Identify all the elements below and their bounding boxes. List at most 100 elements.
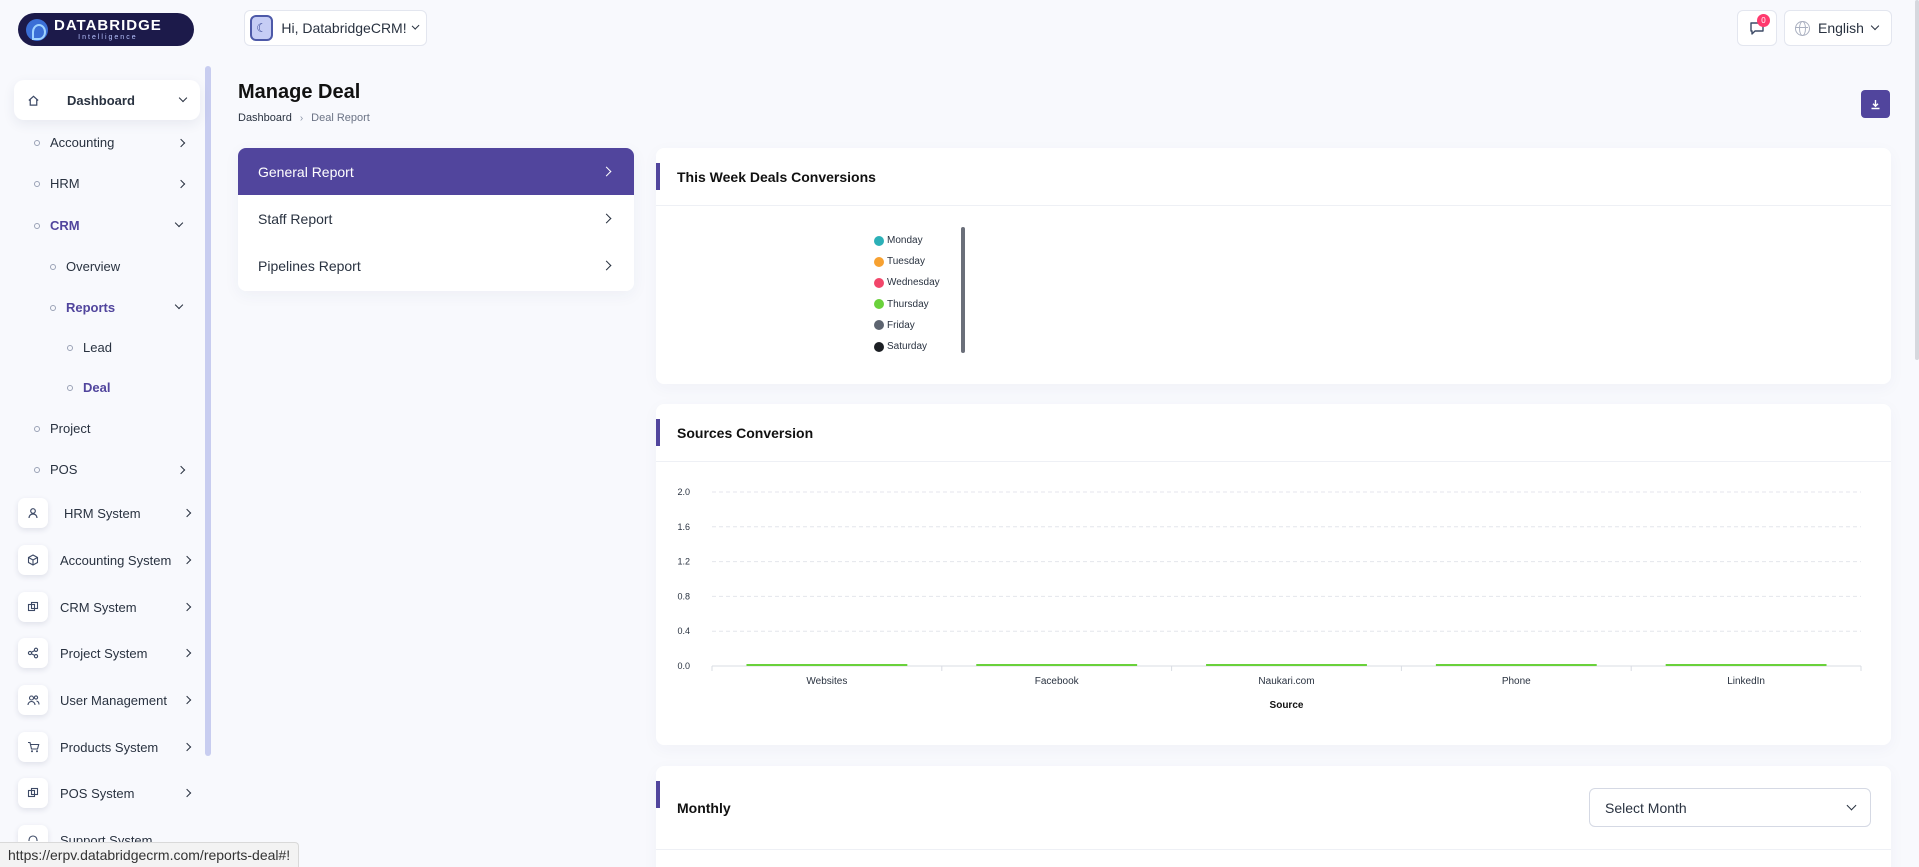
- user-menu-button[interactable]: ☾ Hi, DatabridgeCRM!: [244, 10, 427, 46]
- chevron-down-icon: [174, 300, 184, 310]
- sidebar-item-label: Accounting System: [60, 552, 172, 568]
- notification-badge: 0: [1757, 14, 1770, 27]
- card-title: This Week Deals Conversions: [656, 148, 1891, 206]
- monthly-card: Monthly Select Month: [656, 766, 1891, 867]
- sidebar-item-label: Reports: [66, 300, 116, 315]
- logo-title: DATABRIDGE: [54, 17, 162, 34]
- bullet-icon: [50, 304, 56, 311]
- sidebar-item-accounting-system[interactable]: Accounting System: [18, 545, 194, 575]
- download-button[interactable]: [1861, 90, 1890, 118]
- legend-item[interactable]: Saturday: [874, 336, 970, 354]
- box-icon: [18, 545, 48, 575]
- sidebar-item-deal[interactable]: Deal: [67, 380, 110, 395]
- y-tick-label: 1.6: [677, 522, 690, 532]
- chevron-right-icon: [182, 555, 192, 565]
- chevron-right-icon: [182, 742, 192, 752]
- users-icon: [18, 685, 48, 715]
- bullet-icon: [34, 139, 40, 146]
- layers-icon: [18, 778, 48, 808]
- x-tick-label: LinkedIn: [1727, 676, 1765, 687]
- y-tick-label: 0.0: [677, 661, 690, 671]
- sidebar-item-products-system[interactable]: Products System: [18, 732, 194, 762]
- chevron-right-icon: [176, 465, 186, 475]
- sidebar-item-overview[interactable]: Overview: [50, 259, 120, 274]
- y-tick-label: 2.0: [677, 487, 690, 497]
- sidebar-item-hrm[interactable]: HRM: [34, 176, 188, 191]
- legend-item[interactable]: Wednesday: [874, 272, 970, 293]
- chevron-down-icon: [411, 21, 420, 31]
- sidebar-item-project-system[interactable]: Project System: [18, 638, 194, 668]
- sidebar-item-accounting[interactable]: Accounting: [34, 135, 188, 150]
- bullet-icon: [34, 466, 40, 473]
- legend-label: Tuesday: [887, 256, 925, 268]
- chevron-right-icon: [176, 138, 186, 148]
- x-tick-label: Naukari.com: [1258, 676, 1314, 687]
- sidebar-item-user-management[interactable]: User Management: [18, 685, 194, 715]
- legend-scrollbar[interactable]: [961, 227, 965, 353]
- report-menu-general[interactable]: General Report: [238, 148, 634, 195]
- user-greeting: Hi, DatabridgeCRM!: [281, 20, 407, 36]
- report-menu-label: Pipelines Report: [258, 257, 361, 274]
- chevron-right-icon: [601, 166, 612, 177]
- sidebar-item-label: Overview: [66, 259, 121, 274]
- sidebar-item-label: POS: [50, 462, 78, 477]
- breadcrumb-current: Deal Report: [311, 112, 370, 124]
- sidebar-item-pos-system[interactable]: POS System: [18, 778, 194, 808]
- sidebar-item-label: Accounting: [50, 135, 115, 150]
- brand-logo[interactable]: DATABRIDGE Intelligence: [18, 13, 194, 46]
- chevron-right-icon: [182, 508, 192, 518]
- logo-mark-icon: [26, 18, 48, 41]
- sidebar-item-pos[interactable]: POS: [34, 462, 188, 477]
- home-icon: [19, 86, 47, 114]
- legend-dot-icon: [874, 341, 884, 352]
- sidebar-item-hrm-system[interactable]: HRM System: [18, 498, 194, 528]
- chevron-down-icon: [1846, 800, 1857, 811]
- chevron-down-icon: [174, 218, 184, 228]
- legend-dot-icon: [874, 299, 884, 310]
- legend-item[interactable]: Monday: [874, 230, 970, 251]
- sidebar-item-lead[interactable]: Lead: [67, 340, 112, 355]
- sidebar-item-reports[interactable]: Reports: [50, 300, 188, 315]
- avatar: ☾: [250, 15, 274, 41]
- sidebar-item-crm[interactable]: CRM: [34, 218, 188, 233]
- cart-icon: [18, 732, 48, 762]
- chevron-right-icon: [182, 695, 192, 705]
- page-scrollbar[interactable]: [1915, 0, 1919, 360]
- language-dropdown[interactable]: English: [1784, 10, 1892, 46]
- sidebar-item-dashboard[interactable]: Dashboard: [14, 80, 200, 120]
- sidebar-item-label: CRM: [50, 218, 80, 233]
- bullet-icon: [34, 222, 40, 229]
- bullet-icon: [50, 263, 56, 270]
- share-icon: [18, 638, 48, 668]
- week-deals-card: This Week Deals Conversions Monday Tuesda…: [656, 148, 1891, 384]
- chevron-right-icon: [182, 602, 192, 612]
- chevron-right-icon: [601, 213, 612, 224]
- x-axis-title: Source: [1270, 700, 1304, 711]
- sources-conversion-card: Sources Conversion 0.0 0.4 0.8 1.2 1.6 2.0 Web…: [656, 404, 1891, 745]
- report-menu-label: Staff Report: [258, 210, 333, 227]
- layers-icon: [18, 592, 48, 622]
- legend-label: Thursday: [887, 298, 929, 310]
- language-label: English: [1818, 20, 1864, 36]
- legend-dot-icon: [874, 235, 884, 246]
- bar: [1665, 664, 1827, 666]
- breadcrumb-separator-icon: ›: [299, 112, 304, 124]
- notifications-button[interactable]: 0: [1737, 10, 1777, 46]
- x-tick-label: Phone: [1502, 676, 1531, 687]
- legend-label: Saturday: [887, 341, 928, 353]
- sidebar-item-project[interactable]: Project: [34, 421, 90, 436]
- chevron-down-icon: [178, 93, 188, 103]
- sidebar-item-crm-system[interactable]: CRM System: [18, 592, 194, 622]
- sidebar-scrollbar[interactable]: [205, 66, 211, 756]
- status-bar-url: https://erpv.databridgecrm.com/reports-d…: [0, 842, 300, 867]
- legend-item[interactable]: Thursday: [874, 294, 970, 315]
- report-menu-pipelines[interactable]: Pipelines Report: [238, 242, 634, 289]
- legend-item[interactable]: Tuesday: [874, 251, 970, 272]
- legend-item[interactable]: Friday: [874, 315, 970, 336]
- bullet-icon: [34, 180, 40, 187]
- report-menu-staff[interactable]: Staff Report: [238, 195, 634, 242]
- month-select[interactable]: Select Month: [1589, 788, 1871, 827]
- breadcrumb-link-dashboard[interactable]: Dashboard: [238, 112, 292, 124]
- bar: [1435, 664, 1597, 666]
- card-title: Sources Conversion: [656, 404, 1891, 462]
